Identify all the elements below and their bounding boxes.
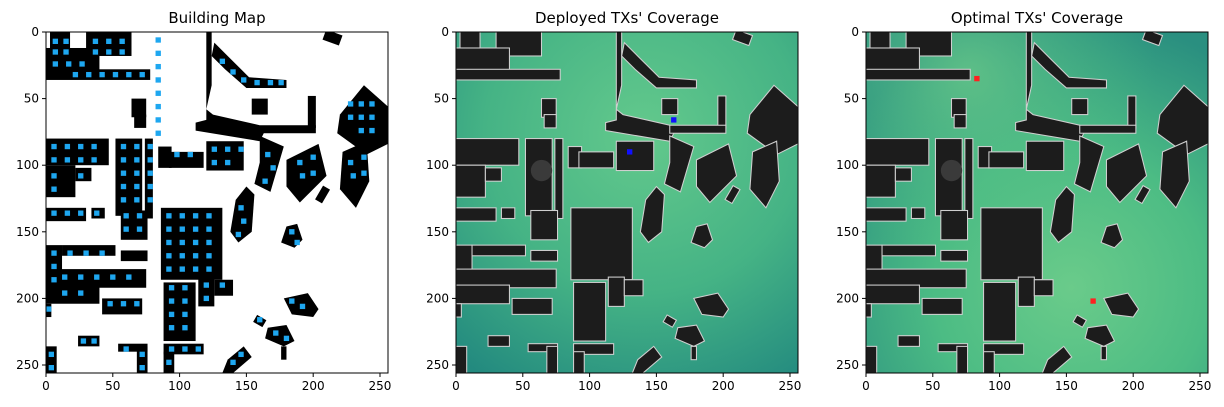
x-ticks-deployed-coverage: 0 50 100 150 200 250 [452,373,801,393]
plot-area-optimal-coverage [865,31,1209,374]
panel-optimal-coverage: Optimal TXs' Coverage 0 50 100 150 200 250 0 5… [836,9,1211,393]
y-tick-label: 50 [844,92,859,106]
x-tick-label: 200 [1122,379,1145,393]
plot-area-deployed-coverage [455,31,799,374]
tx-markers-optimal [974,75,1096,304]
x-tick-label: 150 [235,379,258,393]
round-building [530,159,553,182]
transmitter-marker [627,149,633,155]
y-tick-label: 100 [836,158,859,172]
transmitter-marker [1090,298,1096,304]
x-tick-label: 50 [105,379,120,393]
x-tick-label: 200 [712,379,735,393]
x-tick-label: 150 [645,379,668,393]
y-ticks-building-map: 0 50 100 150 200 250 [16,25,46,372]
y-tick-label: 150 [16,225,39,239]
axes-frame [865,31,1209,374]
y-ticks-deployed-coverage: 0 50 100 150 200 250 [426,25,456,372]
x-tick-label: 0 [452,379,460,393]
x-tick-label: 250 [1189,379,1212,393]
y-tick-label: 250 [836,358,859,372]
axes-frame [45,31,389,374]
panel-building-map: Building Map 0 50 100 150 200 250 0 50 100 150 20… [16,9,391,393]
panel-deployed-coverage: Deployed TXs' Coverage 0 50 100 150 200 250 0… [426,9,801,393]
map-background [46,32,388,373]
x-tick-label: 150 [1055,379,1078,393]
x-tick-label: 50 [925,379,940,393]
y-tick-label: 250 [426,358,449,372]
coverage-heatmap [456,32,798,373]
y-tick-label: 100 [16,158,39,172]
y-tick-label: 200 [16,291,39,305]
y-tick-label: 150 [836,225,859,239]
x-tick-label: 100 [578,379,601,393]
y-tick-label: 0 [31,25,39,39]
transmitter-marker [671,117,677,123]
y-tick-label: 0 [441,25,449,39]
coverage-heatmap-overlay [866,32,1208,373]
x-tick-label: 50 [515,379,530,393]
y-tick-label: 200 [836,291,859,305]
transmitter-marker [974,75,980,82]
y-tick-label: 50 [24,92,39,106]
x-tick-label: 250 [369,379,392,393]
x-tick-label: 0 [862,379,870,393]
y-tick-label: 200 [426,291,449,305]
axes-frame [455,31,799,374]
x-tick-label: 0 [42,379,50,393]
tx-markers-deployed [627,117,677,155]
y-ticks-optimal-coverage: 0 50 100 150 200 250 [836,25,866,372]
chart-title-optimal-coverage: Optimal TXs' Coverage [951,9,1123,27]
x-tick-label: 100 [168,379,191,393]
round-building [940,159,963,182]
y-tick-label: 50 [434,92,449,106]
y-tick-label: 250 [16,358,39,372]
y-tick-label: 0 [851,25,859,39]
x-tick-label: 200 [302,379,325,393]
chart-title-deployed-coverage: Deployed TXs' Coverage [535,9,719,27]
chart-title-building-map: Building Map [168,9,265,27]
plot-area-building-map [45,31,389,374]
x-ticks-building-map: 0 50 100 150 200 250 [42,373,391,393]
x-tick-label: 100 [988,379,1011,393]
y-tick-label: 100 [426,158,449,172]
y-tick-label: 150 [426,225,449,239]
x-ticks-optimal-coverage: 0 50 100 150 200 250 [862,373,1211,393]
x-tick-label: 250 [779,379,802,393]
